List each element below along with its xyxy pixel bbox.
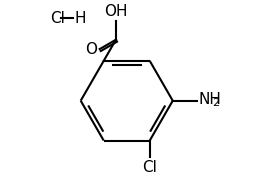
- Text: O: O: [85, 42, 97, 57]
- Text: NH: NH: [198, 92, 221, 107]
- Text: OH: OH: [104, 4, 128, 19]
- Text: Cl: Cl: [50, 11, 65, 26]
- Text: 2: 2: [212, 98, 219, 108]
- Text: Cl: Cl: [142, 160, 157, 175]
- Text: H: H: [74, 11, 86, 26]
